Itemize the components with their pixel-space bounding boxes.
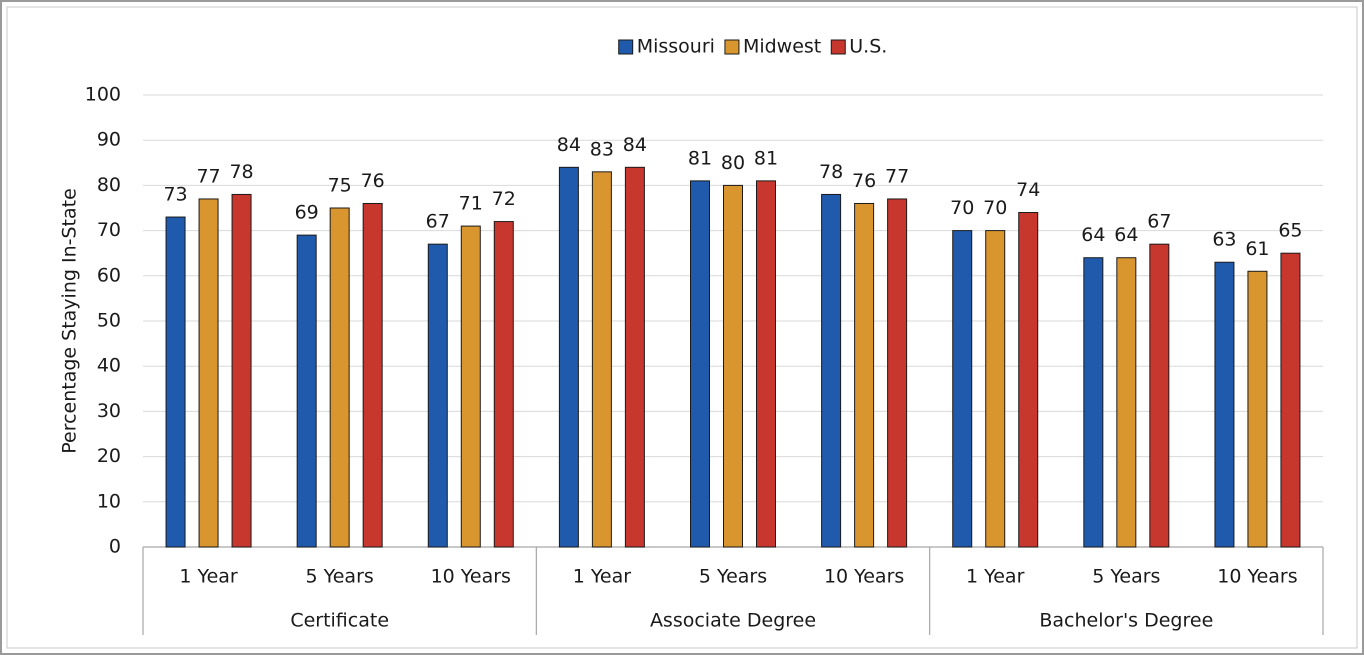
data-label: 81 <box>754 147 778 169</box>
bar <box>1214 261 1235 548</box>
x-tick-label: 5 Years <box>306 566 374 588</box>
data-label: 74 <box>1016 179 1040 201</box>
group-label: Certificate <box>290 610 389 632</box>
bar <box>231 193 252 548</box>
bar <box>952 230 973 548</box>
data-label: 64 <box>1114 224 1138 246</box>
x-tick-label: 5 Years <box>1092 566 1160 588</box>
y-tick-label: 20 <box>97 445 121 467</box>
data-label: 67 <box>1147 211 1171 233</box>
data-label: 83 <box>590 138 614 160</box>
bar <box>362 202 383 548</box>
bar <box>690 180 710 548</box>
bar <box>591 171 612 548</box>
bar <box>624 166 645 548</box>
bar <box>887 198 908 548</box>
group-label: Bachelor's Degree <box>1039 610 1213 632</box>
data-label: 67 <box>426 211 450 233</box>
y-tick-label: 60 <box>97 264 121 286</box>
data-label: 70 <box>983 197 1007 219</box>
inner-frame <box>6 6 1358 649</box>
bar <box>558 166 579 548</box>
bar <box>1247 270 1268 548</box>
data-label: 84 <box>623 134 647 156</box>
bar <box>723 184 743 548</box>
x-tick-label: 5 Years <box>699 566 767 588</box>
bar <box>821 193 842 548</box>
bar <box>985 230 1006 548</box>
x-tick-label: 1 Year <box>966 566 1025 588</box>
legend-swatch <box>830 39 846 55</box>
data-label: 77 <box>196 165 220 187</box>
bar <box>756 180 776 548</box>
data-label: 84 <box>557 134 581 156</box>
x-tick-label: 10 Years <box>824 566 904 588</box>
y-tick-label: 100 <box>85 84 121 106</box>
bar <box>198 198 219 548</box>
bar <box>329 207 350 548</box>
data-label: 76 <box>852 170 876 192</box>
y-tick-label: 70 <box>97 219 121 241</box>
bar <box>854 202 875 548</box>
x-tick-label: 1 Year <box>573 566 632 588</box>
data-label: 78 <box>819 161 843 183</box>
data-label: 77 <box>885 165 909 187</box>
bar <box>165 216 186 548</box>
y-axis-label: Percentage Staying In-State <box>59 188 81 454</box>
y-tick-label: 10 <box>97 490 121 512</box>
x-tick-label: 10 Years <box>431 566 511 588</box>
data-label: 64 <box>1081 224 1105 246</box>
data-label: 80 <box>721 152 745 174</box>
legend-swatch <box>724 39 740 55</box>
data-label: 65 <box>1278 220 1302 242</box>
data-label: 75 <box>328 175 352 197</box>
legend-swatch <box>618 39 634 55</box>
y-tick-label: 50 <box>97 310 121 332</box>
y-tick-label: 90 <box>97 129 121 151</box>
data-label: 72 <box>492 188 516 210</box>
group-label: Associate Degree <box>650 610 816 632</box>
data-label: 69 <box>295 202 319 224</box>
y-tick-label: 30 <box>97 400 121 422</box>
bar <box>296 234 317 548</box>
bar <box>1116 257 1137 548</box>
data-label: 63 <box>1212 229 1236 251</box>
y-tick-label: 80 <box>97 174 121 196</box>
x-tick-label: 1 Year <box>179 566 238 588</box>
bar <box>1280 252 1301 548</box>
bar <box>460 225 481 548</box>
data-label: 73 <box>163 184 187 206</box>
data-label: 70 <box>950 197 974 219</box>
bar <box>1083 257 1104 548</box>
x-tick-label: 10 Years <box>1217 566 1297 588</box>
data-label: 71 <box>459 193 483 215</box>
data-label: 81 <box>688 147 712 169</box>
bar <box>1018 212 1039 548</box>
data-label: 78 <box>229 161 253 183</box>
bar <box>1149 243 1170 548</box>
bar <box>427 243 448 548</box>
y-tick-label: 40 <box>97 355 121 377</box>
bar <box>493 221 514 548</box>
legend-label: Midwest <box>743 36 821 58</box>
legend-label: U.S. <box>849 36 887 58</box>
y-tick-label: 0 <box>109 536 121 558</box>
legend-label: Missouri <box>637 36 715 58</box>
data-label: 61 <box>1245 238 1269 260</box>
data-label: 76 <box>361 170 385 192</box>
